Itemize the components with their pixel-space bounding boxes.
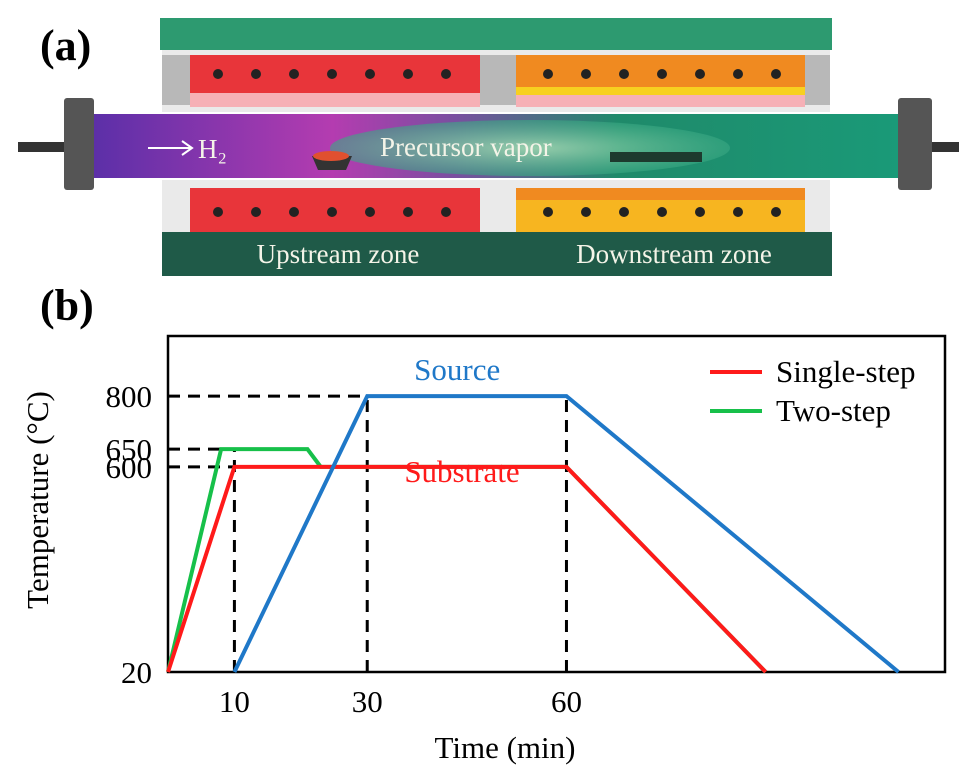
x-axis-label: Time (min) bbox=[435, 730, 576, 765]
panel-label: (b) bbox=[40, 281, 94, 330]
heater-liner bbox=[516, 87, 805, 95]
y-tick-label: 650 bbox=[106, 432, 153, 467]
y-tick-label: 20 bbox=[121, 655, 152, 690]
legend-label: Single-step bbox=[776, 354, 916, 389]
top-bar bbox=[160, 18, 832, 50]
downstream-heater bbox=[516, 188, 805, 200]
annotation: Substrate bbox=[404, 454, 519, 489]
vapor-label: Precursor vapor bbox=[380, 132, 552, 162]
end-cap bbox=[898, 98, 932, 190]
figure: H₂ Precursor vapor Upstream zone Downstr… bbox=[0, 0, 959, 773]
legend-label: Two-step bbox=[776, 393, 891, 428]
zone-label: Downstream zone bbox=[576, 239, 772, 269]
series-label: Source bbox=[414, 352, 500, 387]
x-tick-label: 10 bbox=[219, 684, 250, 719]
spacer bbox=[480, 55, 516, 105]
precursor bbox=[313, 151, 349, 161]
panel-label: (a) bbox=[40, 21, 91, 70]
heater-liner bbox=[190, 93, 480, 107]
x-tick-label: 30 bbox=[352, 684, 383, 719]
heater-liner bbox=[516, 95, 805, 107]
x-tick-label: 60 bbox=[551, 684, 582, 719]
end-cap bbox=[64, 98, 94, 190]
spacer bbox=[162, 55, 190, 105]
furnace-diagram: H₂ Precursor vapor Upstream zone Downstr… bbox=[18, 18, 959, 276]
substrate bbox=[610, 152, 702, 162]
gas-label: H₂ bbox=[198, 134, 227, 164]
zone-label: Upstream zone bbox=[257, 239, 420, 269]
series-line bbox=[168, 467, 766, 672]
spacer bbox=[805, 55, 830, 105]
y-axis-label: Temperature (°C) bbox=[20, 391, 55, 609]
y-tick-label: 800 bbox=[106, 379, 153, 414]
